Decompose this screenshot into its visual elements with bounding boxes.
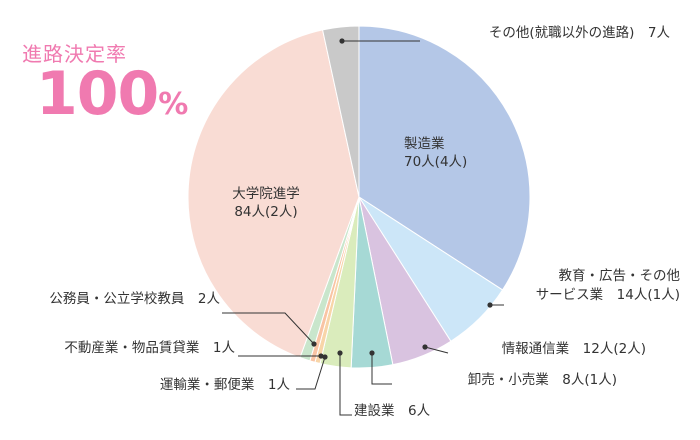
slice-label-2-line-1: 教育・広告・その他 [559, 268, 681, 284]
slice-label-4-line-1: 卸売・小売業 8人(1人) [468, 372, 617, 388]
slice-label-3-line-1: 情報通信業 12人(2人) [502, 341, 646, 357]
slice-label-5-line-1: 建設業 6人 [354, 403, 431, 419]
slice-label-10-line-1: その他(就職以外の進路) 7人 [489, 25, 671, 41]
slice-label-7-line-1: 不動産業・物品賃貸業 1人 [64, 340, 235, 356]
leader-dot-8 [311, 341, 317, 347]
slice-label-6-line-1: 運輸業・郵便業 1人 [160, 377, 291, 393]
leader-line-4 [371, 353, 392, 385]
leader-dot-10 [339, 38, 345, 44]
slice-label-2-line-2: サービス業 14人(1人) [536, 287, 680, 303]
slice-label-1-line-2: 70人(4人) [404, 154, 467, 170]
leader-line-8 [222, 312, 315, 345]
leader-dot-7 [318, 353, 324, 359]
leader-line-5 [339, 353, 352, 416]
pie-slice-9 [187, 29, 360, 359]
pie-slice-10 [321, 25, 360, 198]
slice-label-9-line-1: 大学院進学 [232, 186, 300, 202]
headline-value: 100% [36, 64, 188, 124]
pie-slice-1 [358, 25, 531, 291]
slice-label-1-line-1: 製造業 [404, 136, 445, 152]
leader-dot-2 [487, 302, 493, 308]
pie-slices [187, 25, 531, 369]
leader-dot-6 [322, 354, 328, 360]
headline-number: 100 [36, 59, 159, 129]
leader-dot-5 [337, 350, 343, 356]
headline-label: 進路決定率 [22, 42, 127, 66]
slice-label-8-line-1: 公務員・公立学校教員 2人 [49, 290, 220, 307]
leader-line-6 [296, 356, 326, 390]
leader-dot-4 [369, 350, 375, 356]
headline-unit: % [158, 87, 188, 122]
leader-dot-3 [422, 344, 428, 350]
leader-line-3 [424, 346, 449, 354]
slice-label-9-line-2: 84人(2人) [234, 204, 297, 220]
